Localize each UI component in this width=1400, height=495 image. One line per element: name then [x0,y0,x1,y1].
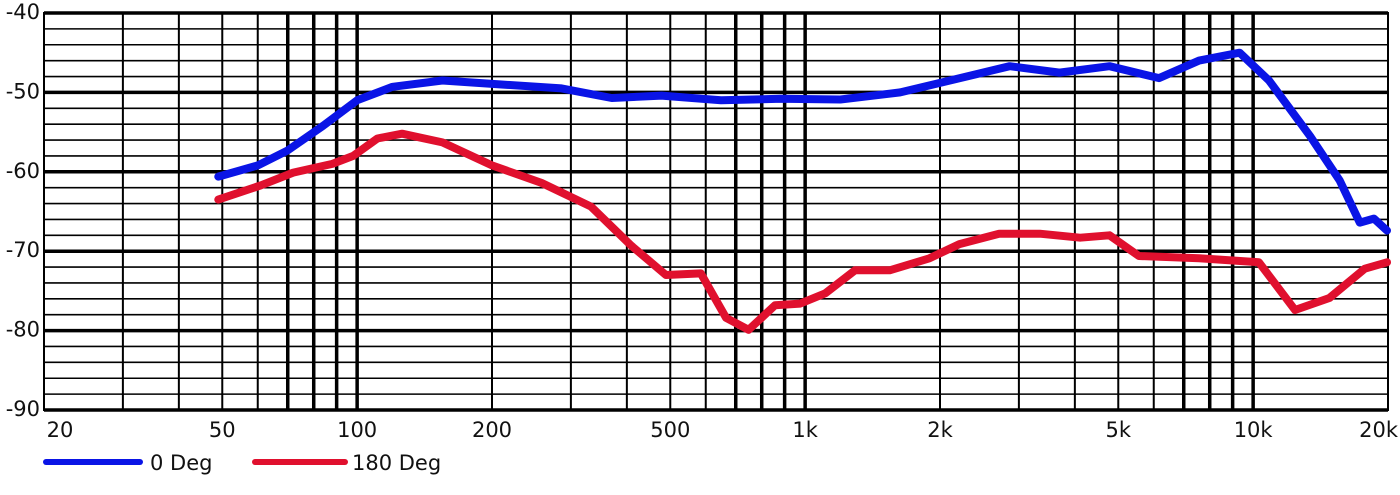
x-tick-label: 500 [650,418,690,442]
y-tick-label: -70 [6,238,40,262]
x-tick-label: 1k [792,418,818,442]
y-tick-label: -60 [6,159,40,183]
x-tick-label: 2k [927,418,953,442]
y-tick-label: -80 [6,318,40,342]
legend-label: 0 Deg [150,451,212,475]
x-tick-label: 200 [472,418,512,442]
y-tick-label: -90 [6,397,40,421]
y-tick-label: -40 [6,0,40,24]
x-tick-label: 20k [1359,418,1399,442]
x-tick-label: 20 [47,418,74,442]
x-tick-label: 5k [1106,418,1132,442]
x-tick-label: 10k [1234,418,1274,442]
plot-border [43,12,1389,411]
y-tick-label: -50 [6,79,40,103]
x-tick-label: 100 [337,418,377,442]
legend-label: 180 Deg [352,451,441,475]
plot-area [44,13,1388,410]
x-tick-label: 50 [209,418,236,442]
series-line [214,129,1391,334]
series-line [214,48,1391,235]
